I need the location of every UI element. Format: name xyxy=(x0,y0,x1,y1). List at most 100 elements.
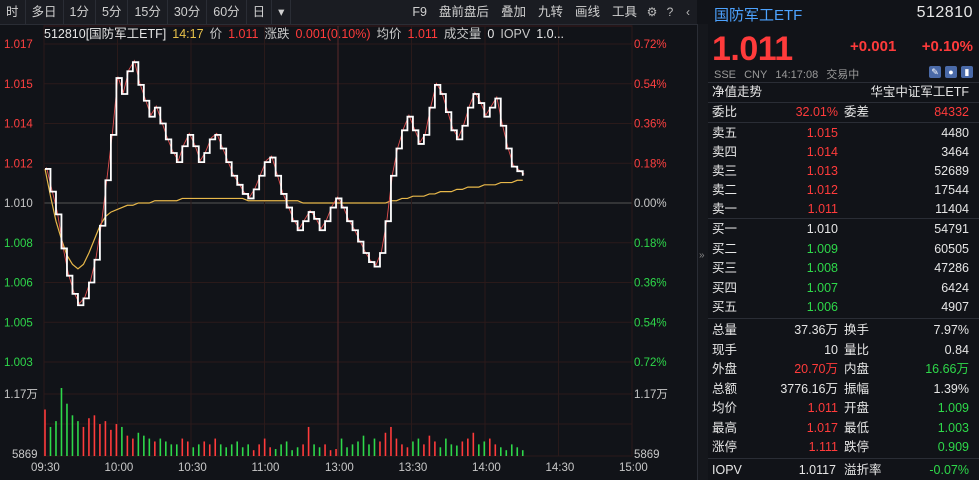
level-volume: 4480 xyxy=(941,126,969,140)
ask-level-4[interactable]: 卖四 1.014 3464 xyxy=(708,143,979,162)
stat-label: 现手 xyxy=(712,342,738,357)
ask-level-3[interactable]: 卖三 1.013 52689 xyxy=(708,162,979,181)
iopv-row: IOPV 1.0117 溢折率 -0.07% xyxy=(708,461,979,480)
bid-level-4[interactable]: 买四 1.007 6424 xyxy=(708,279,979,298)
iopv-value: 1.0117 xyxy=(798,463,836,477)
ask-level-2[interactable]: 卖二 1.012 17544 xyxy=(708,181,979,200)
stat-label: 振幅 xyxy=(844,381,870,396)
infobar-volume-label: 成交量 xyxy=(443,27,482,41)
stat-label: 跌停 xyxy=(844,440,870,454)
level-volume: 6424 xyxy=(941,280,969,295)
level-price: 1.013 xyxy=(806,164,838,178)
gear-icon[interactable]: ⚙ xyxy=(646,5,658,19)
x-tick: 13:30 xyxy=(399,462,428,474)
level-label: 买四 xyxy=(712,280,738,295)
nine-turn-button[interactable]: 九转 xyxy=(537,5,563,19)
level-volume: 54791 xyxy=(934,222,969,236)
premium-value: -0.07% xyxy=(929,463,969,477)
nav-trend-label: 净值走势 xyxy=(712,85,763,99)
edit-icon[interactable]: ✎ xyxy=(929,66,941,78)
stat-value: 1.39% xyxy=(933,381,969,396)
y-tick-right: 0.36% xyxy=(634,278,667,290)
x-tick: 15:00 xyxy=(619,462,648,474)
stat-value: 7.97% xyxy=(933,323,969,337)
collapse-icon[interactable]: ‹ xyxy=(686,5,690,19)
tab-intraday[interactable]: 时 xyxy=(0,0,26,24)
pre-post-market-button[interactable]: 盘前盘后 xyxy=(438,5,489,19)
y-tick-right: 0.00% xyxy=(634,198,667,210)
tab-5min[interactable]: 5分 xyxy=(96,0,129,24)
tab-15min[interactable]: 15分 xyxy=(128,0,168,24)
stat-label: 最高 xyxy=(712,420,738,435)
intraday-chart[interactable]: 1.017 0.72% 1.015 0.54% 1.014 0.36% 1.012 0.18%… xyxy=(0,24,697,480)
ask-level-5[interactable]: 卖五 1.015 4480 xyxy=(708,124,979,143)
f9-button[interactable]: F9 xyxy=(412,5,427,19)
level-price: 1.011 xyxy=(807,202,838,216)
ask-level-1[interactable]: 卖一 1.011 11404 xyxy=(708,200,979,219)
y-tick-right: 0.36% xyxy=(634,119,667,131)
bid-level-1[interactable]: 买一 1.010 54791 xyxy=(708,220,979,239)
level-price: 1.008 xyxy=(806,261,838,275)
tab-1min[interactable]: 1分 xyxy=(64,0,96,24)
help-icon[interactable]: ? xyxy=(666,5,674,19)
tab-multi-day[interactable]: 多日 xyxy=(26,0,64,24)
period-dropdown[interactable]: ▾ xyxy=(272,0,292,24)
stat-row: 最高 1.017 最低 1.003 xyxy=(708,419,979,438)
stat-value: 1.011 xyxy=(807,401,838,415)
level-price: 1.012 xyxy=(806,183,838,197)
stat-value: 37.36万 xyxy=(794,323,838,337)
stat-row: 涨停 1.111 跌停 0.909 xyxy=(708,438,979,457)
stat-value: 16.66万 xyxy=(925,362,969,376)
level-volume: 4907 xyxy=(941,300,969,314)
infobar-volume: 0 xyxy=(487,27,495,41)
tab-daily[interactable]: 日 xyxy=(247,0,273,24)
chart-infobar: 512810[国防军工ETF] 14:17 价 1.011 涨跌 0.001(0… xyxy=(44,25,570,43)
stat-value: 1.111 xyxy=(808,440,838,454)
level-label: 买一 xyxy=(712,222,738,236)
chevron-right-icon: » xyxy=(699,250,705,261)
bid-level-3[interactable]: 买三 1.008 47286 xyxy=(708,259,979,278)
divider xyxy=(708,122,979,123)
iopv-label: IOPV xyxy=(712,463,742,477)
stat-row: 现手 10 量比 0.84 xyxy=(708,341,979,360)
level-label: 卖五 xyxy=(712,126,738,140)
infobar-code: 512810[国防军工ETF] xyxy=(44,27,167,41)
stat-value: 0.909 xyxy=(937,440,969,454)
nav-row[interactable]: 净值走势 华宝中证军工ETF xyxy=(708,83,979,102)
vol-tick-left: 5869 xyxy=(12,449,38,461)
menu-icon[interactable]: ▮ xyxy=(961,66,973,78)
price-line xyxy=(45,61,524,307)
panel-expander[interactable]: » xyxy=(697,24,708,480)
x-tick: 14:30 xyxy=(546,462,575,474)
weicha-label: 委差 xyxy=(844,105,870,119)
infobar-iopv: 1.0... xyxy=(536,27,565,41)
stat-label: 换手 xyxy=(844,323,870,337)
level-volume: 11404 xyxy=(935,202,969,216)
premium-label: 溢折率 xyxy=(844,463,882,477)
alert-icon[interactable]: ● xyxy=(945,66,957,78)
level-volume: 52689 xyxy=(934,164,969,178)
vol-tick-right: 1.17万 xyxy=(634,389,668,401)
overlay-button[interactable]: 叠加 xyxy=(500,5,526,19)
tab-60min[interactable]: 60分 xyxy=(207,0,247,24)
stat-label: 涨停 xyxy=(712,440,738,454)
security-name[interactable]: 国防军工ETF xyxy=(714,7,803,24)
tools-button[interactable]: 工具 xyxy=(611,5,637,19)
stat-row: 总额 3776.16万 振幅 1.39% xyxy=(708,380,979,399)
level-price: 1.014 xyxy=(806,145,838,159)
bid-level-2[interactable]: 买二 1.009 60505 xyxy=(708,240,979,259)
y-tick-left: 1.015 xyxy=(4,79,33,91)
divider xyxy=(708,458,979,459)
tab-30min[interactable]: 30分 xyxy=(168,0,208,24)
bid-level-5[interactable]: 买五 1.006 4907 xyxy=(708,298,979,317)
stat-value: 10 xyxy=(824,342,838,357)
stat-label: 内盘 xyxy=(844,362,870,376)
price-change-pct: +0.10% xyxy=(921,38,973,55)
y-tick-right: 0.72% xyxy=(634,39,667,51)
x-tick: 11:00 xyxy=(252,462,280,474)
stat-row: 外盘 20.70万 内盘 16.66万 xyxy=(708,360,979,379)
y-tick-left: 1.005 xyxy=(4,317,33,329)
security-code: 512810 xyxy=(916,4,973,21)
draw-line-button[interactable]: 画线 xyxy=(574,5,600,19)
divider xyxy=(708,218,979,219)
